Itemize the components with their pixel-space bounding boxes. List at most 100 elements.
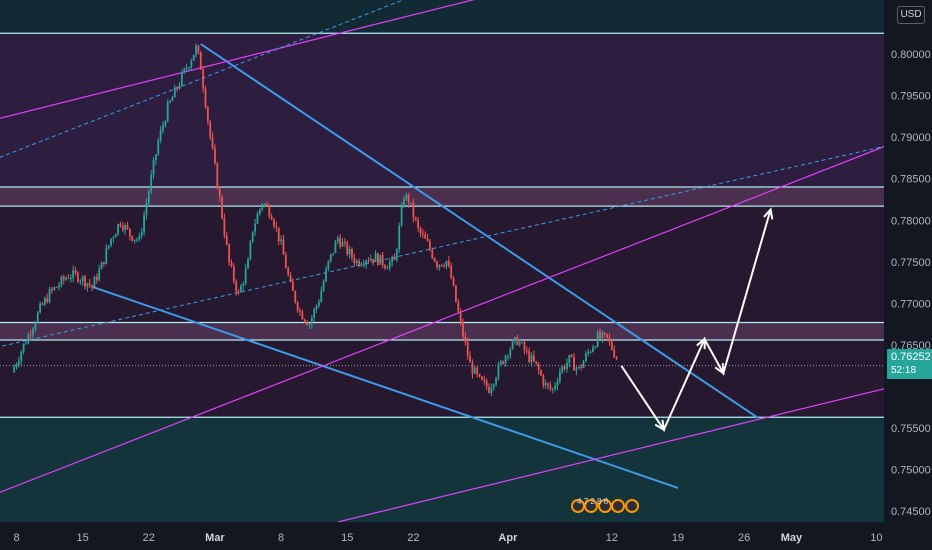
candle-body <box>351 249 353 258</box>
candle-body <box>171 97 174 101</box>
candle-body <box>216 163 219 189</box>
event-flag-icon[interactable] <box>611 498 626 513</box>
candle-body <box>502 361 505 364</box>
candle-body <box>447 260 450 266</box>
trend-line <box>0 0 475 119</box>
candle-body <box>558 371 561 382</box>
candle-body <box>544 383 547 386</box>
y-tick-label: 0.77000 <box>891 298 931 310</box>
candle-body <box>157 140 160 155</box>
price-zone <box>0 0 884 34</box>
candle-body <box>190 60 193 68</box>
candle-body <box>173 87 176 98</box>
x-tick-label: 22 <box>407 532 419 544</box>
trend-line <box>200 43 759 419</box>
candle-body <box>313 309 316 318</box>
price-axis-bg[interactable] <box>884 0 932 550</box>
candle-body <box>218 188 221 197</box>
candle-body <box>459 311 462 322</box>
candle-body <box>509 349 512 356</box>
candle-body <box>72 270 75 279</box>
projection-arrowhead <box>654 419 666 432</box>
candle-body <box>466 342 469 357</box>
candle-body <box>528 351 531 362</box>
candle-body <box>504 355 507 364</box>
candle-body <box>358 260 360 266</box>
y-tick-label: 0.76500 <box>891 340 931 352</box>
x-tick-label: 8 <box>278 532 284 544</box>
economic-events[interactable]: 4 7 2 8 8 <box>571 497 639 519</box>
candle-body <box>81 276 84 281</box>
y-tick-label: 0.79000 <box>891 132 931 144</box>
candle-body <box>15 364 18 368</box>
candle-body <box>421 233 424 235</box>
candle-body <box>492 384 495 388</box>
candle-body <box>211 137 214 149</box>
candle-body <box>483 379 486 381</box>
currency-badge[interactable]: USD <box>897 6 925 24</box>
candlesticks <box>13 43 618 397</box>
candle-body <box>136 239 138 241</box>
event-flag-icon[interactable] <box>624 498 639 513</box>
candle-body <box>511 340 514 350</box>
candle-body <box>523 342 526 351</box>
candle-body <box>542 375 545 386</box>
candle-body <box>131 236 134 241</box>
candle-body <box>410 202 412 204</box>
candle-body <box>551 388 554 390</box>
candle-body <box>147 191 150 204</box>
y-tick-label: 0.75000 <box>891 465 931 477</box>
candle-body <box>20 351 23 362</box>
candle-body <box>195 45 197 55</box>
candle-body <box>400 206 403 226</box>
candle-body <box>244 268 247 284</box>
x-tick-label: May <box>781 532 803 544</box>
candle-body <box>514 336 516 341</box>
candle-body <box>424 234 427 239</box>
candle-body <box>192 54 195 61</box>
projection-arrowhead <box>714 363 725 376</box>
candle-body <box>166 102 169 122</box>
candle-body <box>296 302 299 311</box>
candle-body <box>98 269 101 281</box>
candle-body <box>294 290 297 303</box>
y-tick-label: 0.78000 <box>891 215 931 227</box>
candle-body <box>34 323 37 330</box>
candle-body <box>329 254 332 261</box>
x-tick-label: 10 <box>870 532 882 544</box>
candle-body <box>563 366 566 370</box>
price-zone <box>0 417 884 522</box>
time-axis-bg[interactable] <box>0 522 884 550</box>
candle-body <box>124 224 127 231</box>
candle-body <box>41 303 44 305</box>
candle-body <box>575 367 578 371</box>
candle-body <box>251 231 254 242</box>
y-tick-label: 0.75500 <box>891 423 931 435</box>
candle-body <box>395 249 398 260</box>
candle-body <box>237 291 240 293</box>
candle-body <box>266 204 268 206</box>
candle-body <box>525 350 528 352</box>
projection-arrows <box>620 207 774 432</box>
candle-body <box>86 283 89 287</box>
candle-body <box>206 107 209 122</box>
candle-body <box>334 241 337 254</box>
candle-body <box>537 363 540 371</box>
candle-body <box>230 262 233 267</box>
candle-body <box>140 232 143 236</box>
projection-arrowhead <box>696 337 706 350</box>
candle-body <box>318 302 320 306</box>
last-price-value: 0.76252 <box>891 351 931 363</box>
candle-body <box>84 276 86 287</box>
x-tick-label: 8 <box>13 532 19 544</box>
candle-body <box>570 354 573 357</box>
candle-body <box>282 239 285 255</box>
candle-body <box>105 248 108 264</box>
candle-body <box>462 321 464 337</box>
candle-body <box>566 362 568 370</box>
candle-body <box>284 254 287 269</box>
projection-arrowhead <box>763 207 774 220</box>
candle-body <box>384 265 386 268</box>
candle-body <box>209 121 212 138</box>
